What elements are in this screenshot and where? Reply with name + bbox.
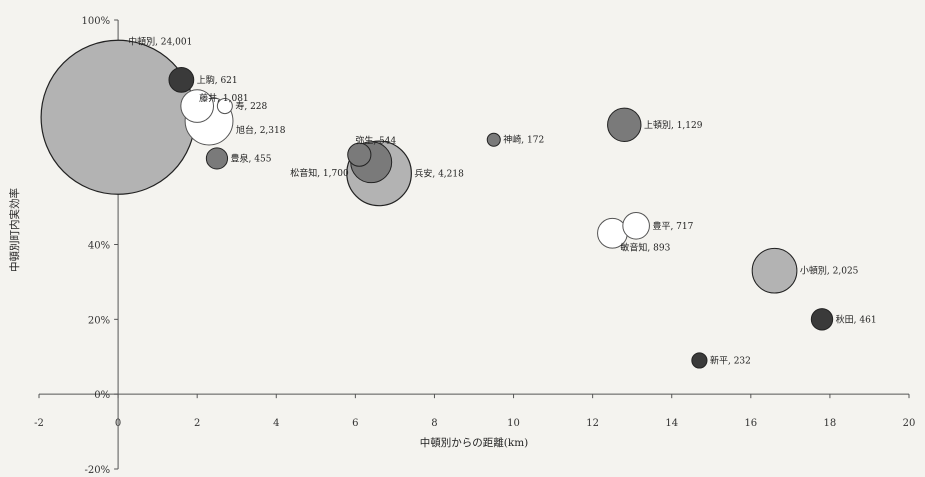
bubble-label: 兵安, 4,218 bbox=[414, 167, 464, 179]
bubble bbox=[486, 132, 501, 147]
bubble bbox=[607, 107, 642, 142]
bubble-label: 新平, 232 bbox=[710, 354, 751, 366]
x-tick-label: 2 bbox=[194, 418, 200, 429]
bubble-label: 藤井, 1,081 bbox=[199, 92, 249, 104]
bubble bbox=[205, 147, 229, 170]
x-tick-label: 4 bbox=[273, 418, 279, 429]
bubble-label: 松音知, 1,700 bbox=[290, 167, 349, 179]
bubble-label: 弥生, 544 bbox=[355, 135, 396, 147]
bubble-label: 秋田, 461 bbox=[836, 313, 877, 325]
bubble-label: 神崎, 172 bbox=[503, 134, 544, 146]
bubble-label: 敏音知, 893 bbox=[620, 241, 670, 253]
x-tick-label: 8 bbox=[431, 418, 437, 429]
y-tick-label: 100% bbox=[81, 16, 110, 27]
bubble-label: 豊平, 717 bbox=[652, 220, 693, 232]
bubble-label: 寿, 228 bbox=[235, 100, 267, 112]
bubble bbox=[180, 89, 215, 123]
x-axis-title: 中頓別からの距離(km) bbox=[420, 436, 529, 449]
bubble bbox=[691, 352, 708, 369]
y-tick-label: 0% bbox=[94, 390, 110, 401]
x-tick-label: 14 bbox=[665, 418, 678, 429]
y-tick-label: 20% bbox=[88, 315, 110, 326]
x-tick-label: 18 bbox=[824, 418, 837, 429]
bubble-label: 旭台, 2,318 bbox=[236, 124, 286, 136]
x-tick-label: 12 bbox=[586, 418, 599, 429]
bubble-label: 上駒, 621 bbox=[197, 74, 238, 86]
x-tick-label: -2 bbox=[34, 418, 44, 429]
y-axis-title: 中頓別町内実効率 bbox=[8, 188, 21, 272]
x-tick-label: 16 bbox=[744, 418, 757, 429]
bubble-label: 中頓別, 24,001 bbox=[128, 35, 192, 47]
x-tick-label: 10 bbox=[507, 418, 520, 429]
bubble bbox=[40, 39, 196, 195]
x-tick-label: 0 bbox=[115, 418, 121, 429]
bubble bbox=[810, 308, 834, 331]
bubbles bbox=[40, 39, 834, 369]
bubble bbox=[751, 247, 798, 294]
bubble bbox=[168, 66, 195, 93]
bubble-label: 豊泉, 455 bbox=[231, 152, 272, 164]
bubble bbox=[216, 98, 233, 115]
y-tick-label: -20% bbox=[84, 465, 110, 476]
bubble-label: 上頓別, 1,129 bbox=[644, 119, 703, 131]
x-tick-label: 20 bbox=[903, 418, 916, 429]
bubble-label: 小頓別, 2,025 bbox=[800, 265, 859, 277]
tick-labels: -202468101214161820100%80%60%40%20%0%-20… bbox=[34, 16, 915, 476]
x-tick-label: 6 bbox=[352, 418, 358, 429]
y-tick-label: 40% bbox=[88, 241, 110, 252]
bubble bbox=[347, 142, 372, 167]
bubble bbox=[622, 211, 650, 240]
